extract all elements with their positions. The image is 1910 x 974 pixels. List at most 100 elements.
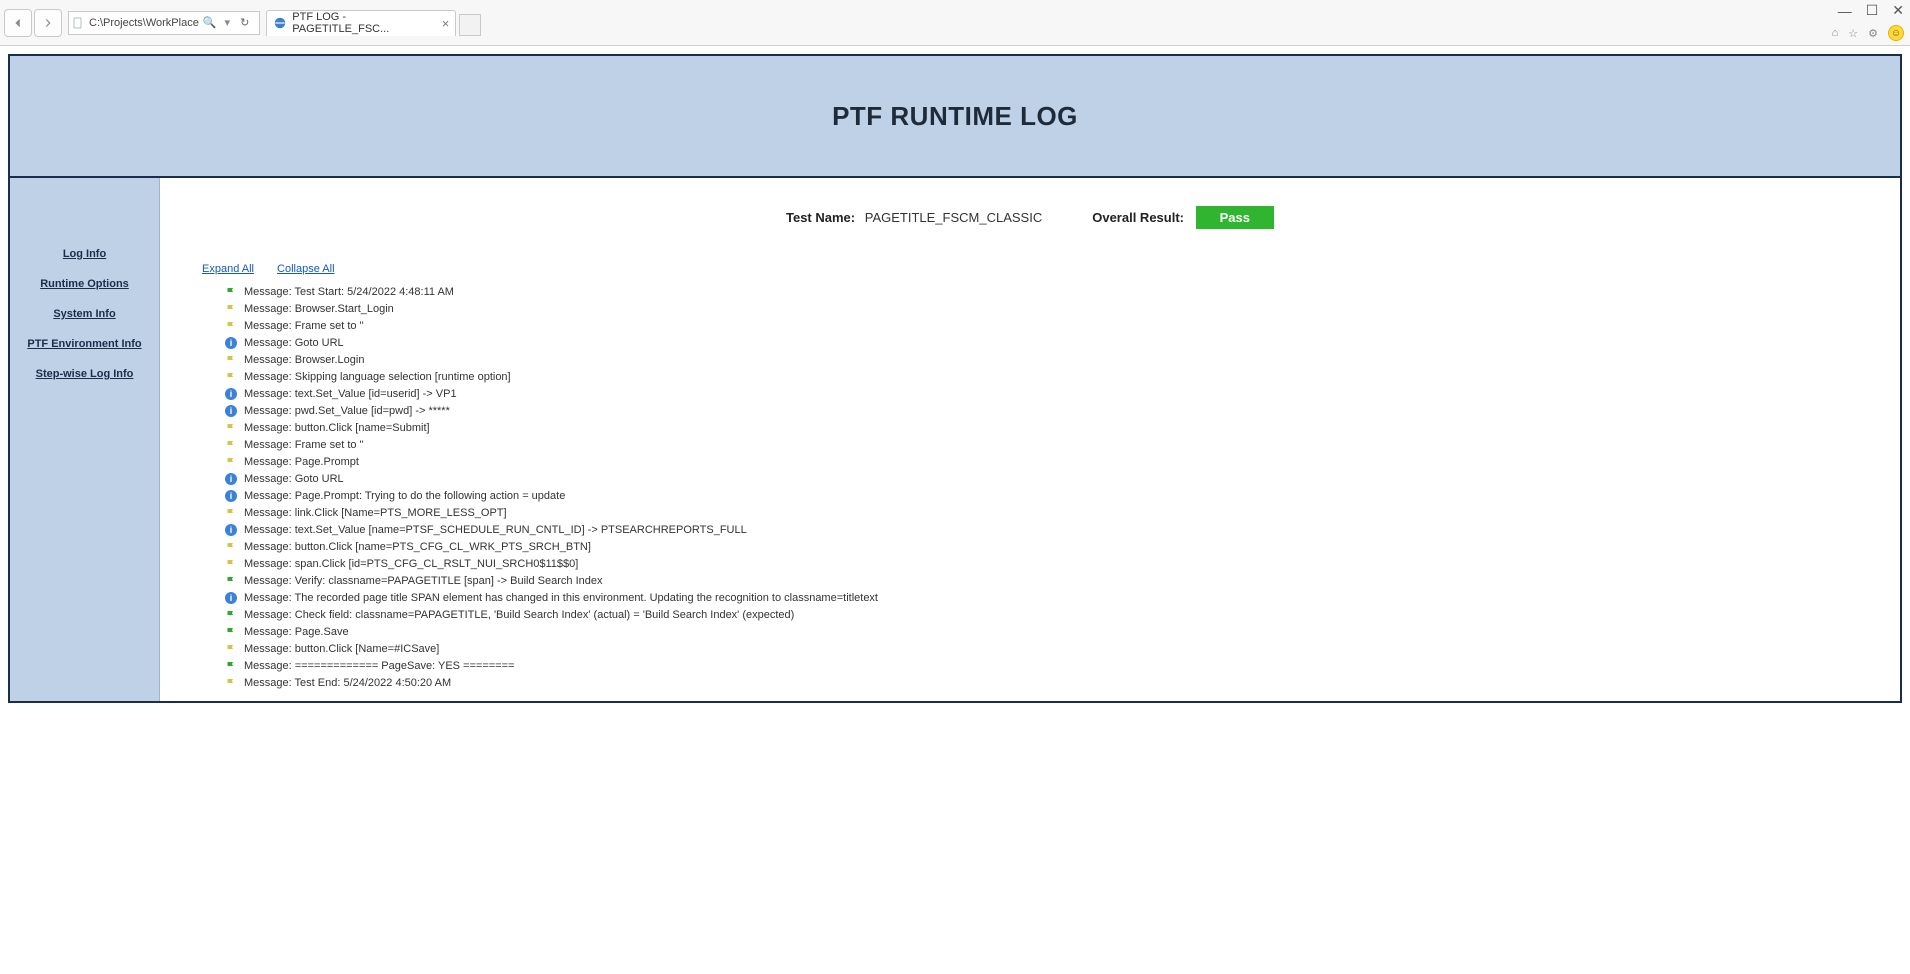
log-line: Message: link.Click [Name=PTS_MORE_LESS_…: [224, 504, 1876, 521]
sidebar-item[interactable]: Runtime Options: [40, 278, 129, 290]
log-message: Message: Check field: classname=PAPAGETI…: [244, 609, 794, 621]
log-message: Message: Test Start: 5/24/2022 4:48:11 A…: [244, 286, 454, 298]
log-message: Message: The recorded page title SPAN el…: [244, 592, 878, 604]
tab-bar: PTF LOG - PAGETITLE_FSC... ×: [266, 10, 481, 36]
log-line: i Message: Page.Prompt: Trying to do the …: [224, 487, 1876, 504]
banner: PTF RUNTIME LOG: [10, 56, 1900, 178]
sidebar-item[interactable]: Log Info: [63, 248, 106, 260]
log-line: Message: Browser.Login: [224, 351, 1876, 368]
log-line: iMessage: text.Set_Value [id=userid] -> …: [224, 385, 1876, 402]
log-line: Message: button.Click [name=Submit]: [224, 419, 1876, 436]
log-line: Message: button.Click [name=PTS_CFG_CL_W…: [224, 538, 1876, 555]
minimize-icon[interactable]: —: [1838, 3, 1852, 19]
flag-yellow-icon: [224, 642, 238, 656]
sidebar-item[interactable]: PTF Environment Info: [27, 338, 141, 350]
flag-green-icon: [224, 659, 238, 673]
log-message: Message: Goto URL: [244, 337, 344, 349]
ie-icon: [273, 16, 287, 30]
log-line: Message: Test Start: 5/24/2022 4:48:11 A…: [224, 283, 1876, 300]
forward-button[interactable]: [34, 9, 62, 37]
flag-yellow-icon: [224, 302, 238, 316]
maximize-icon[interactable]: ☐: [1866, 2, 1879, 19]
log-line: Message: span.Click [id=PTS_CFG_CL_RSLT_…: [224, 555, 1876, 572]
new-tab-button[interactable]: [459, 14, 481, 36]
flag-yellow-icon: [224, 319, 238, 333]
info-icon: i: [224, 523, 238, 537]
flag-yellow-icon: [224, 455, 238, 469]
tab-title: PTF LOG - PAGETITLE_FSC...: [292, 11, 433, 35]
log-line: iMessage: Goto URL: [224, 470, 1876, 487]
page-icon: [71, 16, 85, 30]
log-message: Message: Page.Prompt: [244, 456, 359, 468]
expand-collapse-controls: Expand All Collapse All: [202, 263, 1876, 275]
log-message: Message: button.Click [name=Submit]: [244, 422, 430, 434]
log-line: i Message: pwd.Set_Value [id=pwd] -> ****…: [224, 402, 1876, 419]
page-title: PTF RUNTIME LOG: [832, 101, 1078, 132]
log-line: Message: Page.Prompt: [224, 453, 1876, 470]
log-message: Message: Page.Prompt: Trying to do the f…: [244, 490, 565, 502]
log-line: Message: Test End: 5/24/2022 4:50:20 AM: [224, 674, 1876, 691]
collapse-all-link[interactable]: Collapse All: [277, 263, 334, 275]
info-icon: i: [224, 336, 238, 350]
sidebar-item[interactable]: System Info: [53, 308, 115, 320]
info-icon: i: [224, 489, 238, 503]
main-panel: Test Name: PAGETITLE_FSCM_CLASSIC Overal…: [160, 178, 1900, 701]
close-icon[interactable]: ✕: [1892, 2, 1904, 19]
toolbar-right: ⌂ ☆ ⚙ ☺: [1832, 25, 1904, 41]
home-icon[interactable]: ⌂: [1832, 27, 1839, 39]
flag-green-icon: [224, 285, 238, 299]
info-icon: i: [224, 387, 238, 401]
address-bar[interactable]: C:\Projects\WorkPlace 🔍 ▾ ↻: [68, 11, 260, 35]
log-message: Message: Verify: classname=PAPAGETITLE […: [244, 575, 602, 587]
log-line: Message: Page.Save: [224, 623, 1876, 640]
log-message: Message: button.Click [name=PTS_CFG_CL_W…: [244, 541, 591, 553]
log-message: Message: Frame set to '': [244, 320, 364, 332]
log-line: i Message: The recorded page title SPAN e…: [224, 589, 1876, 606]
log-message: Message: Frame set to '': [244, 439, 364, 451]
log-line: i Message: text.Set_Value [name=PTSF_SCHE…: [224, 521, 1876, 538]
log-message: Message: pwd.Set_Value [id=pwd] -> *****: [244, 405, 450, 417]
address-text: C:\Projects\WorkPlace: [89, 17, 199, 29]
info-icon: i: [224, 472, 238, 486]
dropdown-icon[interactable]: ▾: [221, 16, 235, 29]
refresh-icon[interactable]: ↻: [234, 16, 255, 29]
window-controls: — ☐ ✕: [1838, 2, 1904, 19]
log-line: Message: button.Click [Name=#ICSave]: [224, 640, 1876, 657]
log-message: Message: text.Set_Value [name=PTSF_SCHED…: [244, 524, 747, 536]
back-button[interactable]: [4, 9, 32, 37]
log-message: Message: Test End: 5/24/2022 4:50:20 AM: [244, 677, 451, 689]
flag-yellow-icon: [224, 370, 238, 384]
tab-close-icon[interactable]: ×: [442, 16, 450, 31]
sidebar: Log Info Runtime Options System Info PTF En…: [10, 178, 160, 701]
browser-chrome: C:\Projects\WorkPlace 🔍 ▾ ↻ PTF LOG - PA…: [0, 0, 1910, 46]
expand-all-link[interactable]: Expand All: [202, 263, 254, 275]
info-icon: i: [224, 591, 238, 605]
log-line: Message: Verify: classname=PAPAGETITLE […: [224, 572, 1876, 589]
log-message: Message: Skipping language selection [ru…: [244, 371, 511, 383]
flag-green-icon: [224, 608, 238, 622]
flag-green-icon: [224, 574, 238, 588]
log-message: Message: Browser.Login: [244, 354, 364, 366]
log-message: Message: button.Click [Name=#ICSave]: [244, 643, 439, 655]
favorites-icon[interactable]: ☆: [1848, 27, 1858, 40]
info-icon: i: [224, 404, 238, 418]
result-label: Overall Result:: [1092, 210, 1184, 225]
flag-yellow-icon: [224, 438, 238, 452]
log-message: Message: Page.Save: [244, 626, 349, 638]
log-line: Message: Frame set to '': [224, 436, 1876, 453]
flag-yellow-icon: [224, 421, 238, 435]
flag-yellow-icon: [224, 676, 238, 690]
log-message: Message: span.Click [id=PTS_CFG_CL_RSLT_…: [244, 558, 578, 570]
test-name-value: PAGETITLE_FSCM_CLASSIC: [865, 210, 1042, 225]
feedback-icon[interactable]: ☺: [1888, 25, 1904, 41]
sidebar-item[interactable]: Step-wise Log Info: [36, 368, 134, 380]
log-line: i Message: Goto URL: [224, 334, 1876, 351]
gear-icon[interactable]: ⚙: [1868, 27, 1878, 40]
tab-active[interactable]: PTF LOG - PAGETITLE_FSC... ×: [266, 10, 456, 36]
search-icon[interactable]: 🔍: [199, 16, 221, 29]
log-line: Message: ============= PageSave: YES ===…: [224, 657, 1876, 674]
flag-yellow-icon: [224, 506, 238, 520]
log-list: Message: Test Start: 5/24/2022 4:48:11 A…: [224, 283, 1876, 691]
log-message: Message: ============= PageSave: YES ===…: [244, 660, 514, 672]
flag-green-icon: [224, 625, 238, 639]
